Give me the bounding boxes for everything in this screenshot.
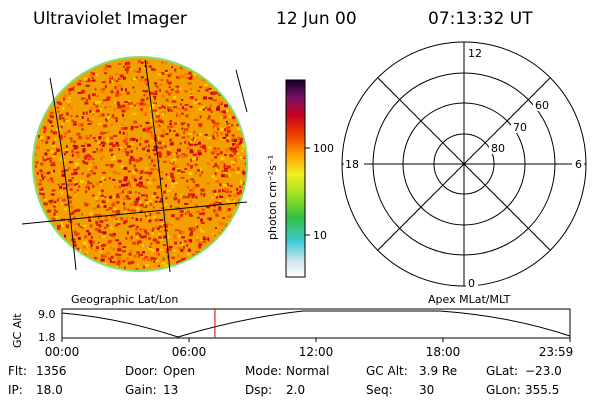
label-bg	[489, 141, 509, 154]
uv-image-panel	[21, 56, 248, 273]
mlt-label-0: 0	[468, 277, 475, 290]
status-label: Seq:	[366, 383, 393, 397]
status-value: 13	[163, 383, 178, 397]
polar-meridian	[377, 77, 551, 251]
meridian-line	[49, 77, 77, 271]
status-value: Normal	[286, 364, 329, 378]
status-label: GLat:	[486, 364, 518, 378]
emission-texture	[34, 59, 246, 270]
colorbar: 100 10 photon cm⁻²s⁻¹	[266, 79, 334, 278]
status-value: 2.0	[286, 383, 305, 397]
parallel-line	[21, 201, 248, 225]
mlt-label-6: 6	[575, 158, 582, 171]
mlt-label-12: 12	[468, 47, 482, 60]
status-label: IP:	[8, 383, 23, 397]
timeline-x-tick-label: 00:00	[45, 345, 80, 359]
label-bg	[466, 46, 486, 60]
geo-caption: Geographic Lat/Lon	[71, 293, 178, 306]
mlt-label-18: 18	[345, 158, 359, 171]
date-label: 12 Jun 00	[276, 9, 357, 29]
apex-caption: Apex MLat/MLT	[428, 293, 511, 306]
timeline-x-ticks: 00:00 06:00 12:00 18:00 23:59	[45, 338, 574, 359]
polar-plot	[341, 41, 587, 287]
status-label: Flt:	[8, 364, 27, 378]
status-value: 355.5	[525, 383, 559, 397]
colorbar-tick-label: 100	[313, 142, 334, 155]
status-value: 18.0	[36, 383, 63, 397]
colorbar-unit-label: photon cm⁻²s⁻¹	[266, 155, 279, 240]
colorbar-scale	[285, 79, 306, 278]
timeline-y-label: GC Alt	[11, 313, 24, 348]
status-panel: Flt: 1356 Door: Open Mode: Normal GC Alt: 3.9 R…	[8, 364, 562, 397]
status-value: 30	[419, 383, 434, 397]
geo-grid	[21, 59, 248, 273]
status-label: GC Alt:	[366, 364, 408, 378]
meridian-line	[235, 69, 248, 113]
status-value: 1356	[36, 364, 67, 378]
status-value: 3.9 Re	[419, 364, 457, 378]
timeline-x-tick-label: 12:00	[299, 345, 334, 359]
timeline-x-tick-label: 23:59	[539, 345, 574, 359]
status-label: Dsp:	[245, 383, 272, 397]
label-bg	[572, 156, 584, 171]
status-label: GLon:	[486, 383, 521, 397]
mlat-label-80: 80	[491, 142, 505, 155]
timeline-x-tick-label: 18:00	[426, 345, 461, 359]
colorbar-tick-label: 10	[313, 229, 327, 242]
status-label: Mode:	[245, 364, 282, 378]
timeline-x-tick-label: 06:00	[172, 345, 207, 359]
meridian-line	[144, 59, 171, 273]
status-label: Door:	[125, 364, 158, 378]
time-label: 07:13:32 UT	[428, 9, 533, 29]
mlat-label-60: 60	[535, 99, 549, 112]
mlat-label-70: 70	[513, 121, 527, 134]
altitude-curve	[61, 310, 571, 338]
label-bg	[466, 276, 478, 288]
status-label: Gain:	[125, 383, 157, 397]
label-bg	[533, 98, 553, 111]
instrument-title: Ultraviolet Imager	[33, 9, 187, 29]
label-bg	[511, 120, 531, 133]
status-value: Open	[163, 364, 195, 378]
status-value: −23.0	[525, 364, 562, 378]
altitude-timeline: GC Alt 9.0 1.8 00:00 06:00 12:00 18:00 23:59	[11, 308, 573, 359]
timeline-frame	[61, 308, 571, 339]
label-bg	[344, 156, 364, 171]
timeline-y-tick: 9.0	[38, 308, 56, 321]
timeline-y-tick: 1.8	[38, 331, 56, 344]
